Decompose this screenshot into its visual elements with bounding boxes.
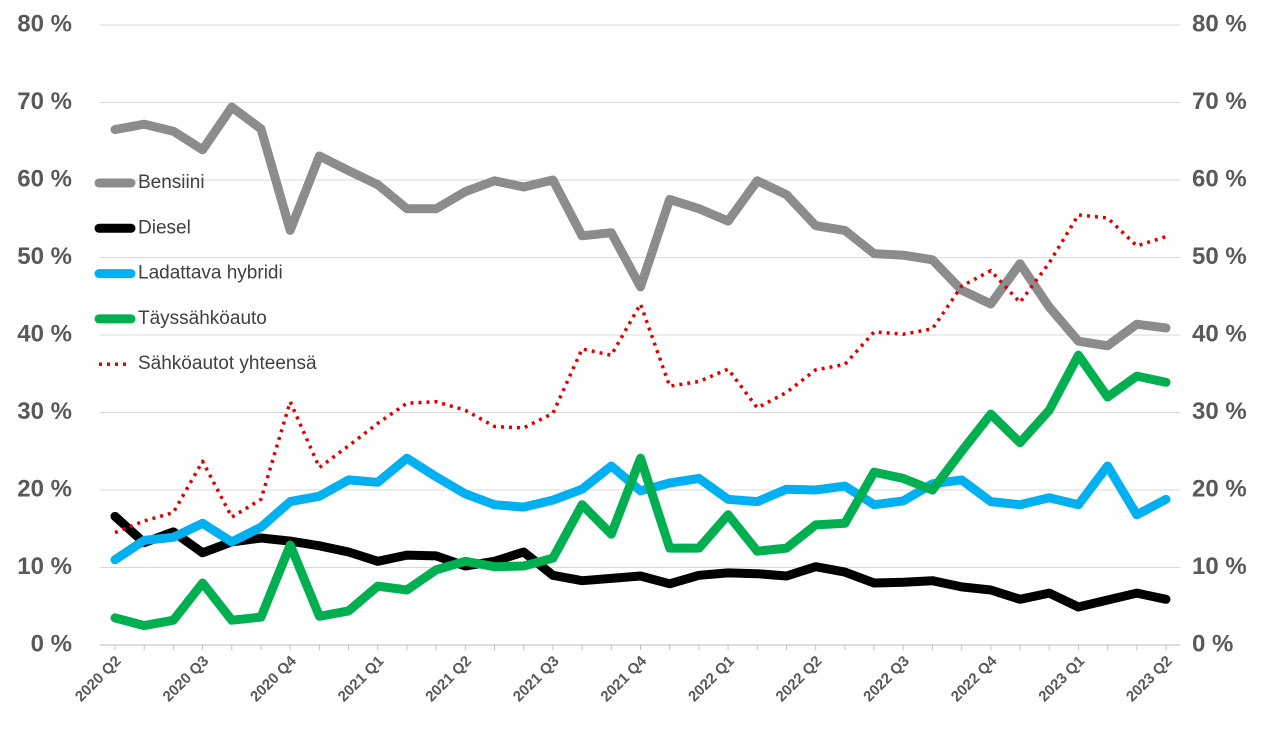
y-tick-label: 20 % [17, 475, 72, 502]
series-line [110, 102, 1171, 351]
y-tick-label: 40 % [17, 320, 72, 347]
legend-label: Bensiini [138, 172, 205, 193]
legend-label: Täyssähköauto [138, 308, 267, 329]
y2-tick-label: 30 % [1192, 398, 1247, 425]
x-tick-label: 2022 Q3 [860, 653, 913, 706]
legend-label: Diesel [138, 217, 191, 238]
x-tick-label: 2023 Q2 [1123, 653, 1176, 706]
y2-tick-label: 50 % [1192, 243, 1247, 270]
y2-tick-label: 80 % [1192, 10, 1247, 37]
y-tick-label: 80 % [17, 10, 72, 37]
y-tick-label: 30 % [17, 398, 72, 425]
x-tick-label: 2020 Q3 [160, 653, 213, 706]
y-tick-label: 10 % [17, 553, 72, 580]
legend-label: Ladattava hybridi [138, 263, 283, 284]
y-tick-label: 60 % [17, 165, 72, 192]
legend-label: Sähköautot yhteensä [138, 353, 317, 374]
x-tick-label: 2021 Q1 [335, 653, 388, 706]
x-tick-label: 2021 Q3 [510, 653, 563, 706]
y2-tick-label: 20 % [1192, 475, 1247, 502]
x-tick-label: 2023 Q1 [1035, 653, 1088, 706]
y2-tick-label: 60 % [1192, 165, 1247, 192]
y2-tick-label: 40 % [1192, 320, 1247, 347]
y-tick-label: 50 % [17, 243, 72, 270]
y-tick-label: 0 % [31, 630, 72, 657]
x-tick-label: 2022 Q2 [773, 653, 826, 706]
series-line [110, 453, 1171, 565]
x-tick-label: 2022 Q4 [948, 652, 1001, 705]
x-tick-label: 2022 Q1 [685, 653, 738, 706]
x-tick-label: 2021 Q2 [422, 653, 475, 706]
series-line [110, 350, 1171, 631]
series-line [114, 213, 1167, 535]
x-tick-label: 2020 Q2 [72, 653, 125, 706]
y2-tick-label: 0 % [1192, 630, 1233, 657]
y-tick-label: 70 % [17, 88, 72, 115]
y2-tick-label: 70 % [1192, 88, 1247, 115]
y2-tick-label: 10 % [1192, 553, 1247, 580]
x-tick-label: 2020 Q4 [247, 652, 300, 705]
x-tick-label: 2021 Q4 [597, 652, 650, 705]
